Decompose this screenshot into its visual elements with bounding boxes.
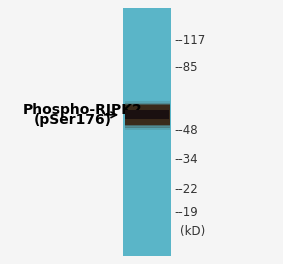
Text: --85: --85 xyxy=(174,61,198,74)
Bar xyxy=(125,105,170,125)
Bar xyxy=(125,104,170,107)
Text: (kD): (kD) xyxy=(180,224,205,238)
Bar xyxy=(125,103,170,105)
Text: --19: --19 xyxy=(174,206,198,219)
Text: --117: --117 xyxy=(174,34,205,48)
Text: --48: --48 xyxy=(174,124,198,137)
Bar xyxy=(125,110,169,119)
Bar xyxy=(123,8,171,256)
Text: Phospho-RIPK2: Phospho-RIPK2 xyxy=(23,102,142,117)
Text: (pSer176): (pSer176) xyxy=(34,113,112,127)
Bar xyxy=(125,127,170,130)
Text: --22: --22 xyxy=(174,183,198,196)
Bar xyxy=(125,101,170,103)
Bar xyxy=(125,124,170,126)
Text: --34: --34 xyxy=(174,153,198,166)
Bar xyxy=(125,126,170,128)
